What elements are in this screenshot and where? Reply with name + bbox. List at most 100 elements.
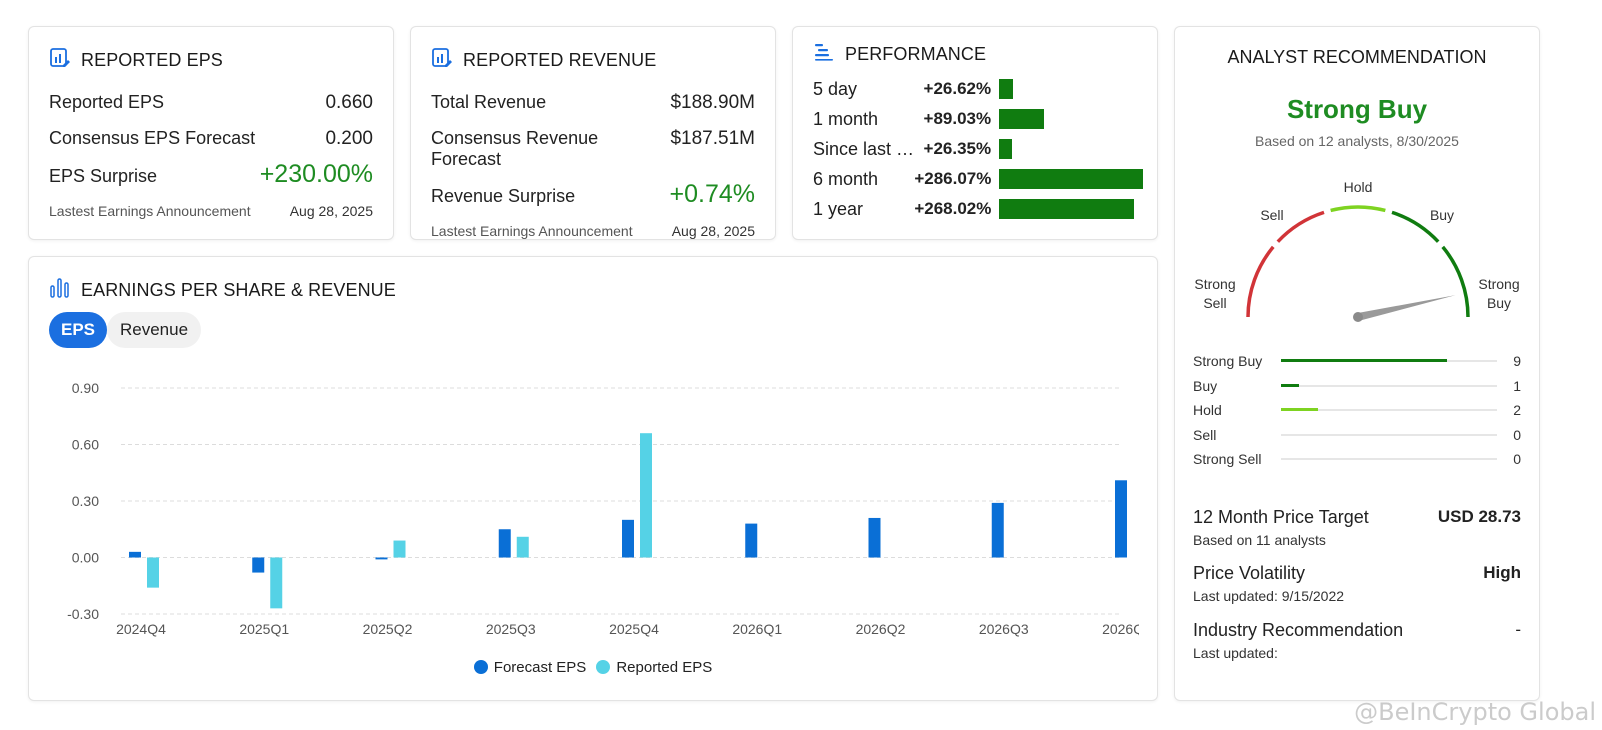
- rating-fill: [1281, 408, 1318, 412]
- legend-dot: [596, 660, 611, 674]
- revenue-row: Consensus Revenue Forecast $187.51M: [431, 128, 755, 170]
- watermark: @BeInCrypto Global: [1354, 698, 1596, 726]
- card-title-text: REPORTED EPS: [81, 50, 223, 70]
- performance-percent: +26.35%: [923, 139, 992, 158]
- card-title-text: REPORTED REVENUE: [463, 50, 657, 70]
- row-value: 0.200: [325, 128, 373, 149]
- gauge-label-line: Buy: [1430, 207, 1454, 223]
- footer-date: Aug 28, 2025: [289, 203, 373, 219]
- y-tick-label: -0.30: [67, 606, 99, 622]
- footer-date: Aug 28, 2025: [671, 223, 755, 239]
- performance-row: 5 day +26.62%: [813, 74, 1137, 104]
- rating-count: 0: [1513, 426, 1521, 443]
- x-tick-label: 2024Q4: [116, 621, 166, 637]
- rating-row: Strong Sell 0: [1193, 447, 1521, 472]
- rating-row: Strong Buy 9: [1193, 349, 1521, 374]
- price-target-sub: Based on 11 analysts: [1193, 532, 1326, 548]
- legend-item-forecast[interactable]: Forecast EPS: [473, 659, 586, 676]
- industry-value: -: [1515, 620, 1521, 639]
- rating-label: Strong Buy: [1193, 353, 1263, 370]
- eps-row: Reported EPS 0.660: [49, 92, 373, 114]
- tab-eps[interactable]: EPS: [49, 312, 107, 348]
- tab-revenue[interactable]: Revenue: [107, 312, 201, 348]
- legend-label: Reported EPS: [616, 659, 713, 676]
- price-target-label: 12 Month Price Target: [1193, 507, 1369, 527]
- gauge-label-line: Strong: [1478, 276, 1519, 292]
- rating-track: [1281, 359, 1497, 363]
- rating-breakdown: Strong Buy 9 Buy 1 Hold 2 Sell 0 Strong Sell 0: [1193, 349, 1521, 472]
- rating-label: Strong Sell: [1193, 451, 1262, 468]
- bar-chart-icon: [49, 277, 71, 304]
- legend-dot: [473, 660, 488, 674]
- revenue-row: Revenue Surprise +0.74%: [431, 180, 755, 209]
- gauge-label-line: Buy: [1487, 295, 1511, 311]
- performance-icon: [813, 41, 835, 68]
- gauge-needle-hub: [1353, 312, 1363, 322]
- volatility-value: High: [1483, 563, 1521, 582]
- x-tick-label: 2025Q4: [609, 621, 659, 637]
- earnings-announcement: Lastest Earnings Announcement Aug 28, 20…: [49, 203, 373, 219]
- performance-bar-track: [999, 139, 1137, 159]
- y-tick-label: 0.60: [72, 437, 99, 453]
- gauge-label-sell: Sell: [1260, 207, 1283, 223]
- y-tick-label: 0.30: [72, 493, 99, 509]
- performance-card: PERFORMANCE 5 day +26.62% 1 month +89.03% Si…: [792, 26, 1158, 240]
- reported-eps-bar: [640, 433, 652, 558]
- rating-based-on: Based on 12 analysts, 8/30/2025: [1255, 133, 1459, 149]
- gauge-needle: [1357, 295, 1456, 321]
- legend-item-reported[interactable]: Reported EPS: [596, 659, 712, 676]
- rating-label: Hold: [1193, 402, 1222, 419]
- row-label: EPS Surprise: [49, 166, 158, 186]
- performance-period: 6 month: [813, 168, 879, 189]
- performance-bar: [999, 79, 1013, 99]
- performance-row: Since last e... +26.35%: [813, 134, 1137, 164]
- eps-row: Consensus EPS Forecast 0.200: [49, 128, 373, 150]
- rating-label: Buy: [1193, 377, 1218, 394]
- rating-row: Sell 0: [1193, 423, 1521, 448]
- forecast-eps-bar: [252, 557, 265, 573]
- volatility-row: Price Volatility High: [1193, 563, 1521, 584]
- forecast-eps-bar: [745, 523, 758, 558]
- x-tick-label: 2025Q2: [363, 621, 413, 637]
- performance-row: 1 year +268.02%: [813, 194, 1137, 224]
- reported-revenue-title: REPORTED REVENUE: [431, 47, 755, 74]
- card-title-text: PERFORMANCE: [845, 44, 987, 64]
- reported-eps-title: REPORTED EPS: [49, 47, 373, 74]
- gauge-segment-buy: [1391, 210, 1440, 243]
- analyst-title: ANALYST RECOMMENDATION: [1227, 47, 1487, 67]
- performance-row: 1 month +89.03%: [813, 104, 1137, 134]
- forecast-eps-bar: [129, 551, 141, 558]
- gauge-segment-hold: [1330, 205, 1386, 213]
- eps-bar-chart: 0.90 0.60 0.30 0.00 -0.30 2024Q4 2025Q1 2025Q2 2…: [67, 380, 1139, 637]
- gauge-segment-strong-buy: [1441, 245, 1470, 318]
- performance-bar: [999, 169, 1144, 189]
- gauge-segment-strong-sell: [1246, 245, 1275, 318]
- forecast-eps-bar: [1115, 480, 1127, 558]
- footer-label: Lastest Earnings Announcement: [49, 203, 251, 219]
- performance-bar-track: [999, 199, 1137, 219]
- reported-revenue-card: REPORTED REVENUE Total Revenue $188.90M …: [410, 26, 776, 240]
- report-chart-icon: [49, 47, 71, 74]
- revenue-surprise-value: +0.74%: [669, 180, 756, 208]
- gauge-label-strong-buy: Strong Buy: [1478, 276, 1519, 311]
- performance-bar-track: [999, 169, 1144, 189]
- performance-percent: +268.02%: [914, 199, 992, 218]
- x-tick-label: 2025Q3: [486, 621, 536, 637]
- row-label: Revenue Surprise: [431, 186, 576, 206]
- forecast-eps-bar: [991, 502, 1004, 558]
- industry-sub: Last updated:: [1193, 645, 1278, 661]
- gauge-label-line: Strong: [1194, 276, 1235, 292]
- performance-bar-track: [999, 79, 1137, 99]
- industry-label: Industry Recommendation: [1193, 620, 1404, 640]
- rating-count: 2: [1513, 402, 1521, 419]
- x-tick-label: 2026Q1: [732, 621, 782, 637]
- rating-track: [1281, 458, 1497, 461]
- eps-row: EPS Surprise +230.00%: [49, 160, 373, 189]
- volatility-label: Price Volatility: [1193, 563, 1306, 583]
- row-value: $188.90M: [670, 92, 755, 113]
- rating-count: 9: [1513, 353, 1521, 370]
- performance-period: Since last e...: [813, 138, 915, 159]
- rating-fill: [1281, 359, 1448, 363]
- performance-title: PERFORMANCE: [813, 41, 1137, 68]
- performance-bar: [999, 199, 1135, 219]
